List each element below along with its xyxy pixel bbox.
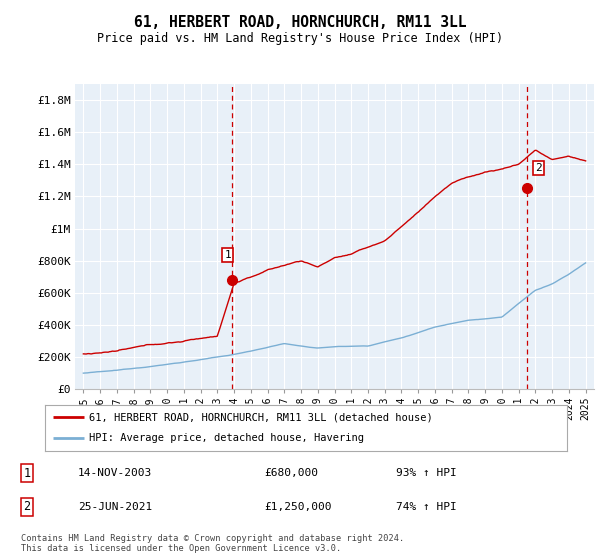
Text: 93% ↑ HPI: 93% ↑ HPI xyxy=(396,468,457,478)
Text: £1,250,000: £1,250,000 xyxy=(264,502,331,512)
Text: 74% ↑ HPI: 74% ↑ HPI xyxy=(396,502,457,512)
Text: Price paid vs. HM Land Registry's House Price Index (HPI): Price paid vs. HM Land Registry's House … xyxy=(97,32,503,45)
Text: 14-NOV-2003: 14-NOV-2003 xyxy=(78,468,152,478)
Text: 61, HERBERT ROAD, HORNCHURCH, RM11 3LL (detached house): 61, HERBERT ROAD, HORNCHURCH, RM11 3LL (… xyxy=(89,412,433,422)
Text: Contains HM Land Registry data © Crown copyright and database right 2024.
This d: Contains HM Land Registry data © Crown c… xyxy=(21,534,404,553)
Text: HPI: Average price, detached house, Havering: HPI: Average price, detached house, Have… xyxy=(89,433,364,444)
Text: £680,000: £680,000 xyxy=(264,468,318,478)
Text: 2: 2 xyxy=(535,162,542,172)
Text: 2: 2 xyxy=(23,500,31,514)
Text: 1: 1 xyxy=(23,466,31,480)
Text: 25-JUN-2021: 25-JUN-2021 xyxy=(78,502,152,512)
Text: 61, HERBERT ROAD, HORNCHURCH, RM11 3LL: 61, HERBERT ROAD, HORNCHURCH, RM11 3LL xyxy=(134,15,466,30)
Text: 1: 1 xyxy=(224,250,231,260)
